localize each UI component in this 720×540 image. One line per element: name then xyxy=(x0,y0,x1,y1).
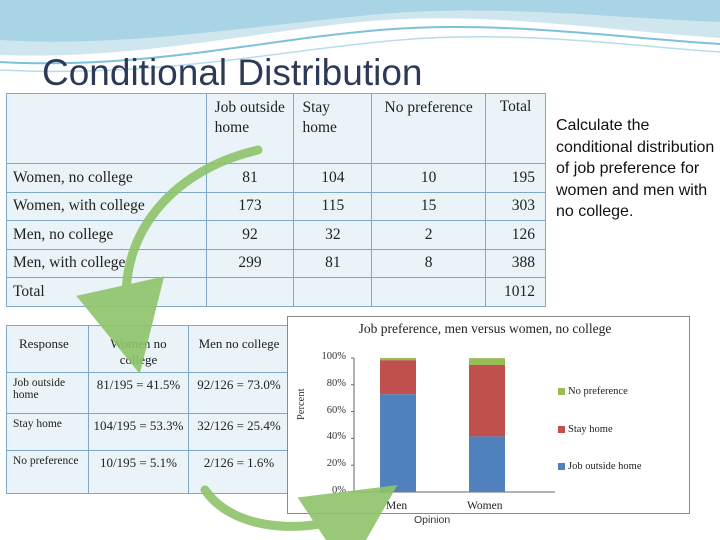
y-tick-label: 80% xyxy=(326,377,346,389)
table-row: Men, with college 299 81 8 388 xyxy=(6,248,546,278)
legend-label: Job outside home xyxy=(568,461,642,472)
table-row: Stay home 104/195 = 53.3% 32/126 = 25.4% xyxy=(6,413,290,451)
table-row: Men, no college 92 32 2 126 xyxy=(6,220,546,250)
legend-swatch xyxy=(558,463,565,470)
cond-women-value: 10/195 = 5.1% xyxy=(88,450,189,494)
y-tick-label: 40% xyxy=(326,431,346,443)
cell-value xyxy=(205,277,295,307)
legend-swatch xyxy=(558,388,565,395)
cell-value xyxy=(293,277,373,307)
cond-row-label: Stay home xyxy=(6,413,89,451)
cell-value: 299 xyxy=(205,248,295,278)
cell-total: 126 xyxy=(485,220,546,250)
chart-title: Job preference, men versus women, no col… xyxy=(358,321,612,336)
curved-arrow-icon xyxy=(200,485,398,540)
header-wave-decoration xyxy=(0,0,720,73)
cond-men-value: 92/126 = 73.0% xyxy=(188,372,290,414)
category-label-women: Women xyxy=(467,500,503,512)
row-label: Men, no college xyxy=(6,220,207,250)
legend-item-no-preference: No preference xyxy=(558,386,628,397)
cell-value: 81 xyxy=(293,248,373,278)
y-tick-label: 60% xyxy=(326,404,346,416)
row-label: Men, with college xyxy=(6,248,207,278)
legend-label: No preference xyxy=(568,386,628,397)
cell-value: 2 xyxy=(371,220,487,250)
cond-men-value: 32/126 = 25.4% xyxy=(188,413,290,451)
cell-value: 32 xyxy=(293,220,373,250)
conditional-table: Response Women no college Men no college… xyxy=(6,325,290,494)
cell-value: 81 xyxy=(205,163,295,193)
bar-segment xyxy=(380,360,416,395)
table-row: Women, with college 173 115 15 303 xyxy=(6,191,546,221)
bar-segment xyxy=(469,436,505,492)
page-title: Conditional Distribution xyxy=(42,52,423,93)
bar-segment xyxy=(469,364,505,437)
bar-segment xyxy=(469,358,505,365)
instruction-text: Calculate the conditional distribution o… xyxy=(556,117,715,220)
contingency-table: Job outside home Stay home No preference… xyxy=(6,93,546,307)
y-tick-label: 100% xyxy=(321,351,347,362)
cond-women-value: 104/195 = 53.3% xyxy=(88,413,189,451)
legend-swatch xyxy=(558,426,565,433)
curved-arrow-icon xyxy=(76,145,263,374)
legend-item-stay-home: Stay home xyxy=(558,424,613,435)
header-stay-home: Stay home xyxy=(293,93,373,164)
cell-total: 303 xyxy=(485,191,546,221)
bar-segment xyxy=(380,358,416,361)
cell-total: 195 xyxy=(485,163,546,193)
x-axis-label: Opinion xyxy=(414,514,451,526)
bar-segment xyxy=(380,394,416,492)
legend-item-job-outside-home: Job outside home xyxy=(558,461,642,472)
cond-row-label: Job outside home xyxy=(6,372,89,414)
header-total: Total xyxy=(485,93,546,164)
cell-value: 104 xyxy=(293,163,373,193)
table-row: Job outside home 81/195 = 41.5% 92/126 =… xyxy=(6,372,290,414)
y-tick-label: 20% xyxy=(326,458,346,470)
header-corner-cell xyxy=(6,93,207,164)
legend-label: Stay home xyxy=(568,424,613,435)
cell-value: 8 xyxy=(371,248,487,278)
table-row: No preference 10/195 = 5.1% 2/126 = 1.6% xyxy=(6,450,290,494)
cond-header-men: Men no college xyxy=(188,325,290,373)
cell-value: 173 xyxy=(205,191,295,221)
cell-total: 1012 xyxy=(485,277,546,307)
